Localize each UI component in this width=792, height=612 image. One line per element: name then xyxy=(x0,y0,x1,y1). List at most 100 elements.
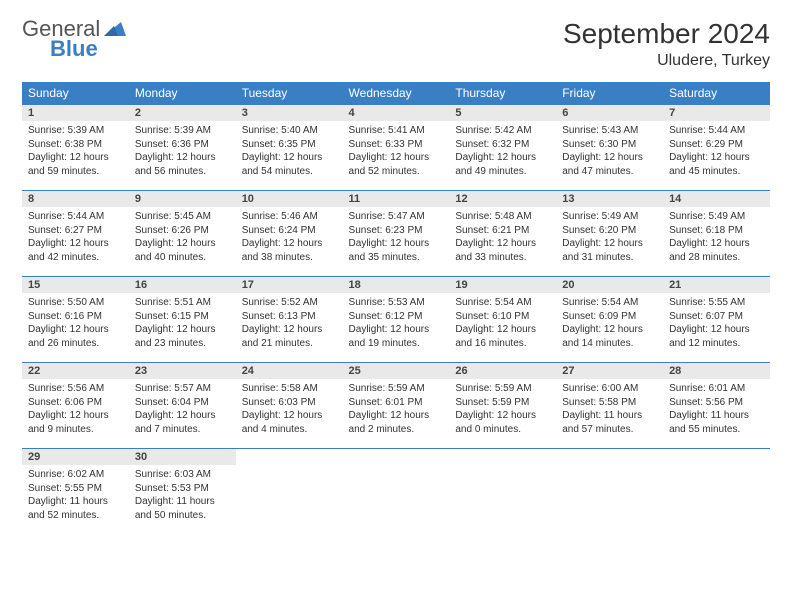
calendar-week: 29Sunrise: 6:02 AMSunset: 5:55 PMDayligh… xyxy=(22,448,770,534)
calendar-day: 29Sunrise: 6:02 AMSunset: 5:55 PMDayligh… xyxy=(22,448,129,534)
sunset-text: Sunset: 5:56 PM xyxy=(669,396,764,410)
brand-blue: Blue xyxy=(50,38,126,60)
day-body: Sunrise: 5:45 AMSunset: 6:26 PMDaylight:… xyxy=(129,207,236,268)
day-body: Sunrise: 5:48 AMSunset: 6:21 PMDaylight:… xyxy=(449,207,556,268)
day-body: Sunrise: 5:50 AMSunset: 6:16 PMDaylight:… xyxy=(22,293,129,354)
weekday-header: Monday xyxy=(129,82,236,104)
daylight-text: and 7 minutes. xyxy=(135,423,230,437)
sunset-text: Sunset: 6:07 PM xyxy=(669,310,764,324)
daylight-text: Daylight: 12 hours xyxy=(242,237,337,251)
sunset-text: Sunset: 6:03 PM xyxy=(242,396,337,410)
daylight-text: and 38 minutes. xyxy=(242,251,337,265)
day-body: Sunrise: 5:58 AMSunset: 6:03 PMDaylight:… xyxy=(236,379,343,440)
day-number: 2 xyxy=(129,104,236,121)
daylight-text: Daylight: 12 hours xyxy=(455,323,550,337)
sunrise-text: Sunrise: 6:02 AM xyxy=(28,468,123,482)
sunset-text: Sunset: 6:13 PM xyxy=(242,310,337,324)
daylight-text: Daylight: 12 hours xyxy=(135,409,230,423)
weekday-header: Saturday xyxy=(663,82,770,104)
sunrise-text: Sunrise: 5:39 AM xyxy=(28,124,123,138)
daylight-text: Daylight: 12 hours xyxy=(562,151,657,165)
weekday-header: Friday xyxy=(556,82,663,104)
brand-logo: General Blue xyxy=(22,18,126,60)
day-body: Sunrise: 5:41 AMSunset: 6:33 PMDaylight:… xyxy=(343,121,450,182)
day-body: Sunrise: 5:46 AMSunset: 6:24 PMDaylight:… xyxy=(236,207,343,268)
daylight-text: and 2 minutes. xyxy=(349,423,444,437)
day-number: 17 xyxy=(236,276,343,293)
day-number: 9 xyxy=(129,190,236,207)
calendar-day: 22Sunrise: 5:56 AMSunset: 6:06 PMDayligh… xyxy=(22,362,129,448)
daylight-text: and 47 minutes. xyxy=(562,165,657,179)
sunrise-text: Sunrise: 6:01 AM xyxy=(669,382,764,396)
calendar-day: 11Sunrise: 5:47 AMSunset: 6:23 PMDayligh… xyxy=(343,190,450,276)
daylight-text: Daylight: 12 hours xyxy=(135,151,230,165)
daylight-text: and 45 minutes. xyxy=(669,165,764,179)
daylight-text: and 4 minutes. xyxy=(242,423,337,437)
daylight-text: and 49 minutes. xyxy=(455,165,550,179)
calendar-week: 1Sunrise: 5:39 AMSunset: 6:38 PMDaylight… xyxy=(22,104,770,190)
day-body: Sunrise: 5:44 AMSunset: 6:29 PMDaylight:… xyxy=(663,121,770,182)
day-number: 14 xyxy=(663,190,770,207)
daylight-text: Daylight: 12 hours xyxy=(28,237,123,251)
daylight-text: Daylight: 12 hours xyxy=(349,409,444,423)
calendar-day: 4Sunrise: 5:41 AMSunset: 6:33 PMDaylight… xyxy=(343,104,450,190)
daylight-text: Daylight: 12 hours xyxy=(242,409,337,423)
daylight-text: and 28 minutes. xyxy=(669,251,764,265)
brand-text: General Blue xyxy=(22,18,126,60)
day-body: Sunrise: 5:57 AMSunset: 6:04 PMDaylight:… xyxy=(129,379,236,440)
day-number: 6 xyxy=(556,104,663,121)
daylight-text: and 26 minutes. xyxy=(28,337,123,351)
sunset-text: Sunset: 5:55 PM xyxy=(28,482,123,496)
weekday-header: Wednesday xyxy=(343,82,450,104)
daylight-text: and 52 minutes. xyxy=(349,165,444,179)
sunrise-text: Sunrise: 5:45 AM xyxy=(135,210,230,224)
sunrise-text: Sunrise: 5:40 AM xyxy=(242,124,337,138)
sunrise-text: Sunrise: 5:50 AM xyxy=(28,296,123,310)
sunrise-text: Sunrise: 5:47 AM xyxy=(349,210,444,224)
sunset-text: Sunset: 5:53 PM xyxy=(135,482,230,496)
sunset-text: Sunset: 6:29 PM xyxy=(669,138,764,152)
day-number: 1 xyxy=(22,104,129,121)
sunrise-text: Sunrise: 5:53 AM xyxy=(349,296,444,310)
day-body: Sunrise: 5:54 AMSunset: 6:10 PMDaylight:… xyxy=(449,293,556,354)
sunset-text: Sunset: 6:15 PM xyxy=(135,310,230,324)
day-body: Sunrise: 5:59 AMSunset: 6:01 PMDaylight:… xyxy=(343,379,450,440)
sunrise-text: Sunrise: 5:52 AM xyxy=(242,296,337,310)
calendar-day: 5Sunrise: 5:42 AMSunset: 6:32 PMDaylight… xyxy=(449,104,556,190)
day-number: 15 xyxy=(22,276,129,293)
calendar-day: 21Sunrise: 5:55 AMSunset: 6:07 PMDayligh… xyxy=(663,276,770,362)
day-body: Sunrise: 5:52 AMSunset: 6:13 PMDaylight:… xyxy=(236,293,343,354)
day-number: 26 xyxy=(449,362,556,379)
day-body: Sunrise: 5:43 AMSunset: 6:30 PMDaylight:… xyxy=(556,121,663,182)
calendar-day: 9Sunrise: 5:45 AMSunset: 6:26 PMDaylight… xyxy=(129,190,236,276)
sunset-text: Sunset: 6:26 PM xyxy=(135,224,230,238)
day-body: Sunrise: 5:51 AMSunset: 6:15 PMDaylight:… xyxy=(129,293,236,354)
daylight-text: and 50 minutes. xyxy=(135,509,230,523)
day-body: Sunrise: 5:42 AMSunset: 6:32 PMDaylight:… xyxy=(449,121,556,182)
calendar-empty xyxy=(449,448,556,534)
day-number: 5 xyxy=(449,104,556,121)
day-body: Sunrise: 6:00 AMSunset: 5:58 PMDaylight:… xyxy=(556,379,663,440)
day-number: 7 xyxy=(663,104,770,121)
day-number: 21 xyxy=(663,276,770,293)
daylight-text: and 59 minutes. xyxy=(28,165,123,179)
calendar-day: 16Sunrise: 5:51 AMSunset: 6:15 PMDayligh… xyxy=(129,276,236,362)
sunset-text: Sunset: 6:04 PM xyxy=(135,396,230,410)
month-title: September 2024 xyxy=(563,18,770,50)
day-number: 25 xyxy=(343,362,450,379)
calendar-day: 15Sunrise: 5:50 AMSunset: 6:16 PMDayligh… xyxy=(22,276,129,362)
daylight-text: Daylight: 12 hours xyxy=(242,151,337,165)
daylight-text: and 55 minutes. xyxy=(669,423,764,437)
calendar-day: 8Sunrise: 5:44 AMSunset: 6:27 PMDaylight… xyxy=(22,190,129,276)
calendar-day: 24Sunrise: 5:58 AMSunset: 6:03 PMDayligh… xyxy=(236,362,343,448)
sunset-text: Sunset: 6:01 PM xyxy=(349,396,444,410)
calendar-day: 25Sunrise: 5:59 AMSunset: 6:01 PMDayligh… xyxy=(343,362,450,448)
daylight-text: and 12 minutes. xyxy=(669,337,764,351)
daylight-text: Daylight: 12 hours xyxy=(455,409,550,423)
sunrise-text: Sunrise: 5:55 AM xyxy=(669,296,764,310)
sunset-text: Sunset: 6:09 PM xyxy=(562,310,657,324)
sunset-text: Sunset: 6:16 PM xyxy=(28,310,123,324)
daylight-text: and 9 minutes. xyxy=(28,423,123,437)
sunrise-text: Sunrise: 5:46 AM xyxy=(242,210,337,224)
daylight-text: and 0 minutes. xyxy=(455,423,550,437)
